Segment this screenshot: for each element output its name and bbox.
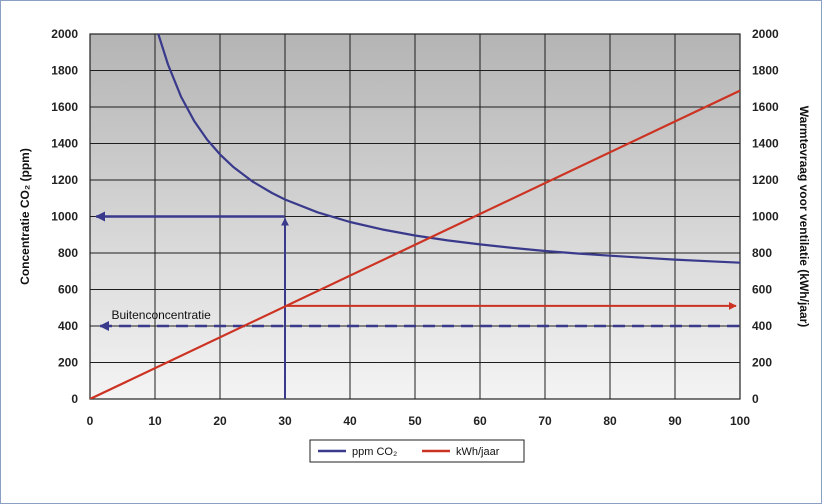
- x-tick-label: 10: [148, 414, 162, 428]
- x-tick-label: 20: [213, 414, 227, 428]
- y-right-tick-label: 2000: [752, 27, 779, 41]
- y-right-tick-label: 600: [752, 283, 772, 297]
- y-right-tick-label: 1000: [752, 210, 779, 224]
- x-tick-label: 50: [408, 414, 422, 428]
- y-left-tick-label: 800: [58, 246, 78, 260]
- y-right-tick-label: 200: [752, 356, 772, 370]
- legend-label-co2: ppm CO₂: [352, 446, 397, 458]
- outdoor-label: Buitenconcentratie: [111, 308, 211, 322]
- y-right-tick-label: 800: [752, 246, 772, 260]
- y-left-axis-title: Concentratie CO₂ (ppm): [18, 148, 32, 285]
- y-left-tick-label: 1000: [51, 210, 78, 224]
- y-right-tick-label: 0: [752, 392, 759, 406]
- x-tick-label: 80: [603, 414, 617, 428]
- y-left-tick-label: 0: [71, 392, 78, 406]
- y-left-tick-label: 200: [58, 356, 78, 370]
- y-left-tick-label: 1400: [51, 137, 78, 151]
- series-group: [90, 33, 740, 399]
- y-right-tick-label: 400: [752, 319, 772, 333]
- y-left-tick-label: 1800: [51, 64, 78, 78]
- y-right-tick-label: 1400: [752, 137, 779, 151]
- plot-border: [89, 33, 741, 400]
- y-right-tick-label: 1600: [752, 100, 779, 114]
- energy-series-line: [90, 89, 740, 399]
- x-tick-label: 0: [87, 414, 94, 428]
- y-right-tick-label: 1800: [752, 64, 779, 78]
- y-left-tick-label: 1200: [51, 173, 78, 187]
- y-left-tick-label: 2000: [51, 27, 78, 41]
- x-tick-label: 30: [278, 414, 292, 428]
- y-right-tick-label: 1200: [752, 173, 779, 187]
- legend-label-energy: kWh/jaar: [456, 446, 500, 458]
- x-tick-label: 90: [668, 414, 682, 428]
- y-right-axis-title: Warmtevraag voor ventilatie (kWh/jaar): [797, 106, 811, 328]
- y-left-tick-label: 1600: [51, 100, 78, 114]
- x-tick-label: 40: [343, 414, 357, 428]
- y-left-tick-label: 600: [58, 283, 78, 297]
- x-tick-label: 100: [730, 414, 750, 428]
- y-left-tick-label: 400: [58, 319, 78, 333]
- x-tick-label: 60: [473, 414, 487, 428]
- legend-box: [309, 439, 525, 463]
- co2-series-line: [157, 33, 740, 264]
- x-tick-label: 70: [538, 414, 552, 428]
